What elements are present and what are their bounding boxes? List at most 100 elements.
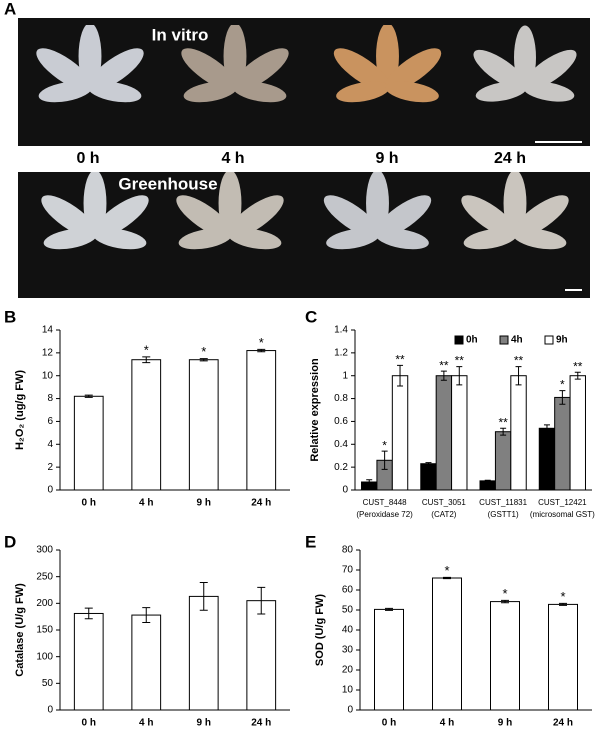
error-bar	[257, 586, 266, 615]
bar	[73, 395, 104, 491]
y-tick-label: 14	[42, 325, 54, 336]
error-bar	[501, 599, 509, 604]
x-tick-note: (Peroxidase 72)	[356, 510, 413, 519]
error-bar	[381, 450, 388, 470]
bar	[569, 375, 586, 491]
y-tick-label: 200	[36, 598, 53, 609]
y-tick-label: 10	[342, 685, 354, 696]
y-axis-label: H₂O₂ (ug/g FW)	[14, 370, 26, 450]
significance: **	[573, 359, 583, 373]
error-bar	[84, 394, 93, 398]
y-tick-label: 0.4	[334, 439, 348, 450]
y-tick-label: 10	[42, 370, 54, 381]
legend-swatch	[454, 335, 464, 345]
condition-label: In vitro	[152, 25, 209, 44]
error-bar	[385, 607, 393, 611]
x-tick-label: CUST_8448	[363, 498, 408, 507]
significance: **	[455, 354, 465, 368]
x-tick-note: (GSTT1)	[488, 510, 519, 519]
y-tick-label: 70	[342, 565, 354, 576]
y-tick-label: 100	[36, 651, 53, 662]
significance: **	[514, 354, 524, 368]
x-tick-label: 4 h	[139, 498, 153, 509]
x-tick-note: (CAT2)	[431, 510, 457, 519]
error-bar	[142, 356, 151, 364]
error-bar	[443, 576, 451, 580]
y-tick-label: 8	[47, 393, 53, 404]
time-label: 0 h	[76, 150, 99, 167]
error-bar	[456, 366, 463, 386]
x-tick-label: 9 h	[197, 718, 211, 729]
bar	[188, 359, 219, 491]
bar	[246, 600, 277, 711]
bar	[490, 601, 520, 711]
y-axis-label: SOD (U/g FW)	[314, 594, 326, 666]
bar	[246, 350, 277, 491]
y-tick-label: 300	[36, 545, 53, 556]
bar	[451, 375, 468, 491]
y-tick-label: 20	[342, 665, 354, 676]
bar	[494, 431, 512, 491]
bar	[420, 463, 437, 491]
time-label: 24 h	[494, 150, 526, 167]
error-bar	[574, 371, 581, 380]
significance: *	[560, 378, 565, 392]
y-tick-label: 0	[347, 705, 353, 716]
legend-swatch	[499, 335, 509, 345]
panel-letter: B	[4, 307, 16, 326]
x-tick-label: CUST_3051	[422, 498, 467, 507]
bar	[510, 375, 527, 491]
y-tick-label: 40	[342, 625, 354, 636]
y-tick-label: 1	[342, 370, 348, 381]
leaf-photos	[30, 25, 583, 291]
error-bar	[366, 479, 373, 485]
y-tick-label: 4	[47, 439, 53, 450]
error-bar	[425, 462, 432, 466]
x-tick-label: 0 h	[382, 718, 396, 729]
panel-letter: C	[305, 307, 317, 326]
panel-letter: E	[305, 532, 316, 551]
significance: *	[444, 563, 449, 578]
y-tick-label: 80	[342, 545, 354, 556]
y-tick-label: 30	[342, 645, 354, 656]
y-tick-label: 1.2	[334, 347, 348, 358]
error-bar	[199, 358, 208, 362]
significance: *	[144, 342, 149, 357]
x-tick-label: CUST_12421	[538, 498, 587, 507]
error-bar	[257, 348, 266, 353]
significance: **	[498, 415, 508, 429]
x-tick-label: CUST_11831	[479, 498, 527, 507]
bar	[131, 614, 162, 711]
bar	[374, 608, 404, 711]
y-tick-label: 250	[36, 571, 53, 582]
significance: *	[382, 438, 387, 452]
y-tick-label: 2	[47, 462, 53, 473]
x-tick-label: 4 h	[139, 718, 153, 729]
condition-label: Greenhouse	[118, 174, 217, 193]
y-tick-label: 0	[47, 705, 53, 716]
y-tick-label: 0.6	[334, 416, 348, 427]
bar	[131, 359, 162, 491]
panel-letter: D	[4, 532, 16, 551]
error-bar	[142, 607, 151, 624]
significance: *	[201, 344, 206, 359]
error-bar	[559, 390, 566, 405]
y-tick-label: 50	[342, 605, 354, 616]
y-tick-label: 50	[42, 678, 54, 689]
significance: *	[502, 586, 507, 601]
y-tick-label: 60	[342, 585, 354, 596]
significance: **	[395, 353, 405, 367]
bar	[538, 427, 556, 491]
legend-label: 4h	[511, 335, 523, 346]
y-tick-label: 0	[47, 485, 53, 496]
y-tick-label: 0.8	[334, 393, 348, 404]
x-tick-label: 4 h	[440, 718, 454, 729]
y-tick-label: 1.4	[334, 325, 348, 336]
x-tick-label: 24 h	[553, 718, 573, 729]
legend-swatch	[544, 335, 554, 345]
bar	[548, 603, 578, 711]
y-tick-label: 150	[36, 625, 53, 636]
error-bar	[199, 582, 208, 611]
legend-label: 0h	[466, 335, 478, 346]
